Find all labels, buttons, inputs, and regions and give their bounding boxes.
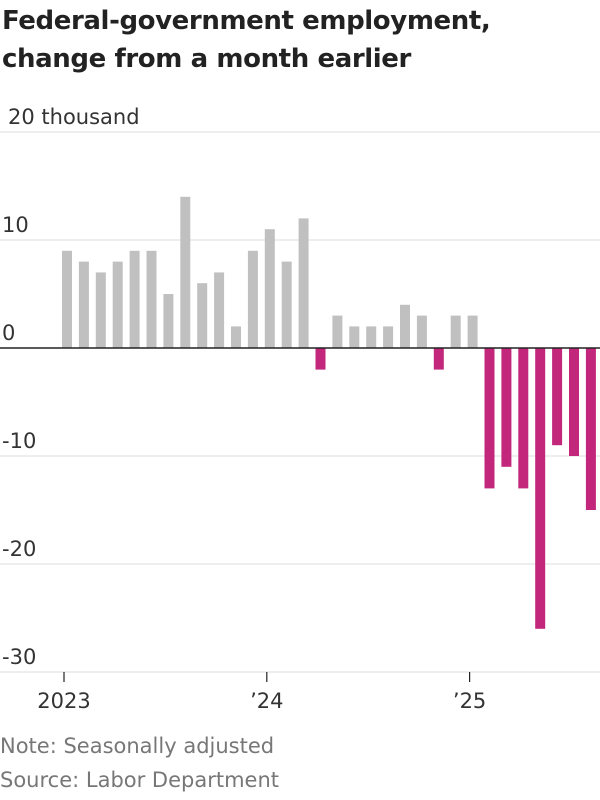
x-tick-label: ’25 xyxy=(453,689,486,713)
bar xyxy=(552,348,563,446)
bar xyxy=(400,304,410,348)
y-tick-label: 0 xyxy=(2,321,15,345)
bar xyxy=(78,261,89,348)
y-tick-label: 20 thousand xyxy=(8,105,140,129)
bar xyxy=(518,348,529,489)
y-tick-label: -10 xyxy=(2,429,36,453)
bar xyxy=(95,272,106,348)
bar xyxy=(467,315,478,348)
bar xyxy=(332,315,343,348)
bar xyxy=(197,283,208,348)
bar xyxy=(231,326,241,348)
x-tick-label: 2023 xyxy=(37,689,90,713)
bar xyxy=(501,348,512,467)
bar xyxy=(298,218,309,348)
source-text: Source: Labor Department xyxy=(0,768,280,792)
y-tick-label: -20 xyxy=(2,537,36,561)
chart-title: Federal-government employment, change fr… xyxy=(2,6,491,74)
x-tick-label: ’24 xyxy=(250,689,283,713)
bar xyxy=(569,348,579,456)
bar xyxy=(247,250,258,348)
bar xyxy=(112,261,123,348)
bar xyxy=(180,196,191,348)
bar xyxy=(349,326,360,348)
y-tick-label: 10 xyxy=(2,213,29,237)
note-text: Note: Seasonally adjusted xyxy=(0,734,275,758)
x-axis: 2023 ’24 ’25 xyxy=(0,347,600,713)
bar xyxy=(484,348,495,489)
bar xyxy=(585,348,596,510)
bar xyxy=(433,348,444,370)
bar xyxy=(366,326,377,348)
bar xyxy=(383,326,394,348)
bar xyxy=(146,250,157,348)
bar xyxy=(62,250,72,348)
bar xyxy=(163,294,174,348)
bars xyxy=(62,196,596,629)
bar xyxy=(535,348,546,629)
bar xyxy=(214,272,225,348)
bar-chart: 20 thousand 10 0 -10 -20 -30 2023 ’24 ’25 xyxy=(0,105,600,713)
bar xyxy=(264,229,275,348)
bar xyxy=(129,250,140,348)
bar xyxy=(416,315,427,348)
y-tick-label: -30 xyxy=(2,645,36,669)
y-axis-labels: 20 thousand 10 0 -10 -20 -30 xyxy=(2,105,140,669)
bar xyxy=(281,261,292,348)
bar xyxy=(450,315,461,348)
gridlines xyxy=(0,131,600,673)
bar xyxy=(315,348,326,370)
